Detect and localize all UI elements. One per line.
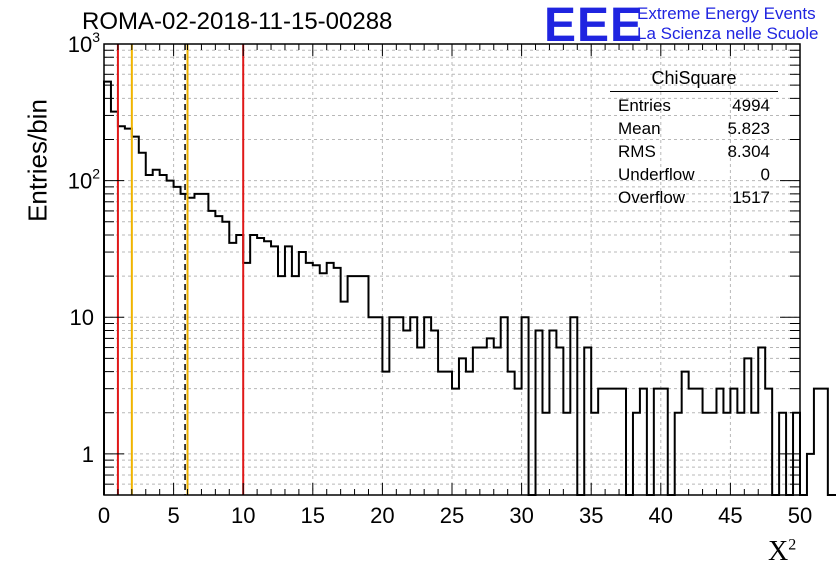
stats-value: 8.304	[727, 142, 770, 161]
x-tick-label: 50	[788, 503, 812, 528]
stats-value: 0	[760, 165, 770, 184]
logo-line-2: La Scienza nelle Scuole	[637, 24, 819, 43]
stats-label: Mean	[618, 119, 661, 138]
y-axis-label: Entries/bin	[22, 99, 53, 222]
stats-title: ChiSquare	[610, 68, 778, 92]
stats-label: Overflow	[618, 188, 686, 207]
stats-label: Entries	[618, 96, 671, 115]
y-tick-label: 10	[70, 305, 94, 330]
x-tick-label: 15	[301, 503, 325, 528]
y-tick-label: 1	[82, 442, 94, 467]
x-axis-label-sup: 2	[788, 536, 797, 554]
x-tick-label: 35	[579, 503, 603, 528]
x-axis-label: X2	[768, 536, 796, 568]
x-tick-label: 0	[98, 503, 110, 528]
x-tick-label: 5	[167, 503, 179, 528]
stats-row-rms: RMS 8.304	[610, 140, 778, 163]
histogram-series	[103, 80, 836, 496]
x-tick-label: 20	[370, 503, 394, 528]
x-tick-label: 40	[649, 503, 673, 528]
eee-logo: EEE	[544, 0, 644, 52]
x-tick-label: 25	[440, 503, 464, 528]
x-tick-label: 30	[509, 503, 533, 528]
y-tick-label: 103	[68, 29, 100, 57]
stats-row-underflow: Underflow 0	[610, 163, 778, 186]
stats-label: Underflow	[618, 165, 695, 184]
chart-title: ROMA-02-2018-11-15-00288	[82, 8, 393, 35]
stats-value: 1517	[732, 188, 770, 207]
x-tick-label: 10	[231, 503, 255, 528]
stats-row-overflow: Overflow 1517	[610, 186, 778, 209]
stats-row-mean: Mean 5.823	[610, 117, 778, 140]
stats-box: ChiSquare Entries 4994 Mean 5.823 RMS 8.304…	[610, 68, 778, 209]
stats-value: 4994	[732, 96, 770, 115]
stats-value: 5.823	[727, 119, 770, 138]
x-axis-label-text: X	[768, 536, 789, 567]
stats-row-entries: Entries 4994	[610, 94, 778, 117]
stats-label: RMS	[618, 142, 656, 161]
y-tick-label: 102	[68, 166, 100, 194]
x-tick-label: 45	[718, 503, 742, 528]
logo-line-1: Extreme Energy Events	[637, 4, 816, 23]
